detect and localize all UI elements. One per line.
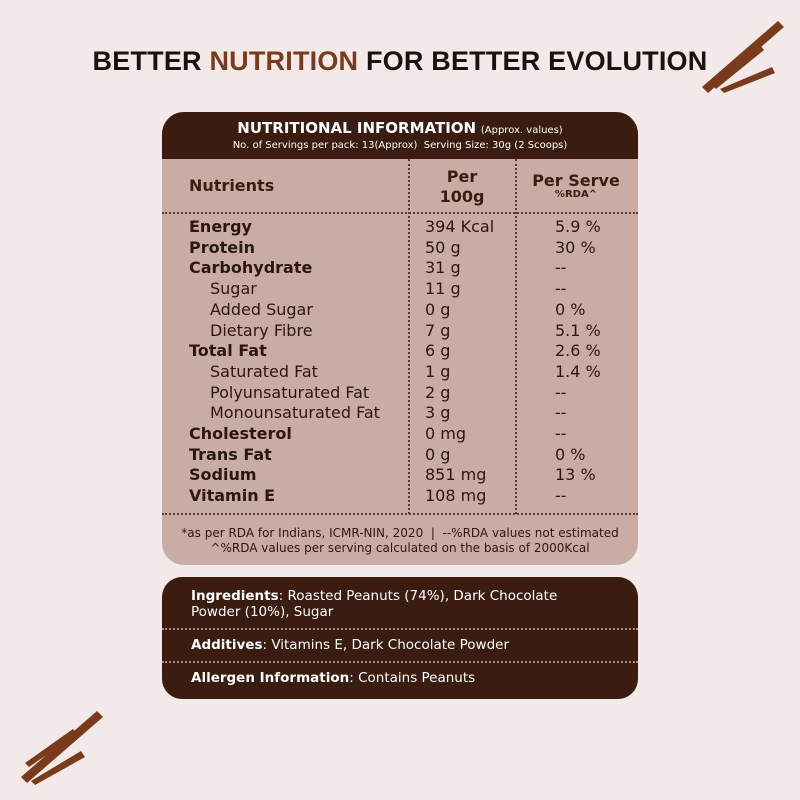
- ingredient-label: Allergen Information: [191, 670, 350, 686]
- rda-value: 30 %: [555, 237, 596, 257]
- nutrient-name: Vitamin E: [189, 486, 276, 506]
- per-100g: 11 g: [425, 279, 461, 299]
- ingredient-text: : Vitamins E, Dark Chocolate Powder: [262, 637, 510, 653]
- nutrient-name: Protein: [189, 237, 255, 257]
- rda-value: --: [555, 486, 567, 506]
- ingredient-section: Ingredients: Roasted Peanuts (74%), Dark…: [191, 588, 591, 620]
- column-header: Nutrients: [189, 176, 275, 195]
- nutrient-name: Saturated Fat: [210, 361, 318, 381]
- nutrient-name: Sodium: [189, 465, 257, 485]
- per-100g: 7 g: [425, 320, 451, 340]
- column-header: Per Serve: [532, 171, 620, 190]
- serving-info: No. of Servings per pack: 13(Approx) Ser…: [232, 140, 568, 151]
- nutrient-name: Polyunsaturated Fat: [210, 382, 370, 402]
- nutrition-panel: NUTRITIONAL INFORMATION (Approx. values)…: [162, 112, 638, 565]
- column-header: Per 100g: [439, 167, 485, 206]
- rda-value: 2.6 %: [555, 341, 601, 361]
- row-divider: [162, 212, 638, 214]
- per-100g: 851 mg: [425, 465, 487, 485]
- footnote: ^%RDA values per serving calculated on t…: [210, 541, 590, 555]
- per-100g: 0 g: [425, 299, 451, 319]
- section-divider: [162, 628, 638, 630]
- per-100g: 50 g: [425, 237, 461, 257]
- nutrient-name: Dietary Fibre: [210, 320, 313, 340]
- rda-value: --: [555, 279, 567, 299]
- rda-value: 13 %: [555, 465, 596, 485]
- per-100g: 3 g: [425, 403, 451, 423]
- nutrient-name: Monounsaturated Fat: [210, 403, 380, 423]
- column-subheader: %RDA^: [554, 189, 598, 200]
- title-highlight: NUTRITION: [209, 46, 359, 76]
- nutrient-name: Cholesterol: [189, 424, 292, 443]
- title: BETTER NUTRITION FOR BETTER EVOLUTION: [0, 46, 800, 77]
- footnote: *as per RDA for Indians, ICMR-NIN, 2020 …: [181, 526, 619, 540]
- section-divider: [162, 661, 638, 663]
- ingredient-section: Additives: Vitamins E, Dark Chocolate Po…: [191, 637, 591, 653]
- ingredients-panel: Ingredients: Roasted Peanuts (74%), Dark…: [162, 577, 638, 699]
- rda-value: 0 %: [555, 444, 586, 464]
- per-100g: 394 Kcal: [425, 217, 495, 236]
- panel-heading-note: (Approx. values): [480, 125, 563, 136]
- rda-value: --: [555, 258, 567, 278]
- panel-header: NUTRITIONAL INFORMATION (Approx. values)…: [162, 112, 638, 159]
- rda-value: 0 %: [555, 299, 586, 319]
- column-divider: [408, 159, 410, 514]
- nutrient-name: Sugar: [210, 279, 257, 299]
- title-text: FOR BETTER EVOLUTION: [365, 46, 708, 76]
- ingredient-section: Allergen Information: Contains Peanuts: [191, 670, 591, 686]
- per-100g: 2 g: [425, 382, 451, 402]
- per-100g: 1 g: [425, 361, 451, 381]
- per-100g: 6 g: [425, 341, 451, 361]
- per-100g: 108 mg: [425, 486, 487, 506]
- nutrient-name: Energy: [189, 217, 252, 236]
- per-100g: 0 mg: [425, 424, 467, 443]
- rda-value: --: [555, 382, 567, 402]
- per-100g: 31 g: [425, 258, 461, 278]
- row-divider: [162, 513, 638, 515]
- nutrient-name: Trans Fat: [189, 444, 272, 464]
- rda-value: 5.1 %: [555, 320, 601, 340]
- rda-value: 1.4 %: [555, 361, 601, 381]
- ingredient-text: : Contains Peanuts: [349, 670, 476, 686]
- ingredient-label: Ingredients: [191, 588, 279, 604]
- ingredient-label: Additives: [191, 637, 263, 653]
- decor-strokes: [702, 21, 784, 93]
- nutrient-name: Carbohydrate: [189, 258, 313, 278]
- nutrient-name: Added Sugar: [210, 299, 313, 319]
- rda-value: --: [555, 403, 567, 423]
- ingredient-text: : Roasted Peanuts (74%), Dark Chocolate …: [191, 588, 558, 620]
- per-100g: 0 g: [425, 444, 451, 464]
- title-text: BETTER: [92, 46, 202, 76]
- nutrient-name: Total Fat: [189, 341, 267, 361]
- decor-strokes: [21, 711, 103, 785]
- rda-value: 5.9 %: [555, 217, 601, 236]
- panel-heading: NUTRITIONAL INFORMATION: [237, 119, 477, 137]
- column-divider: [515, 159, 517, 514]
- rda-value: --: [555, 424, 567, 443]
